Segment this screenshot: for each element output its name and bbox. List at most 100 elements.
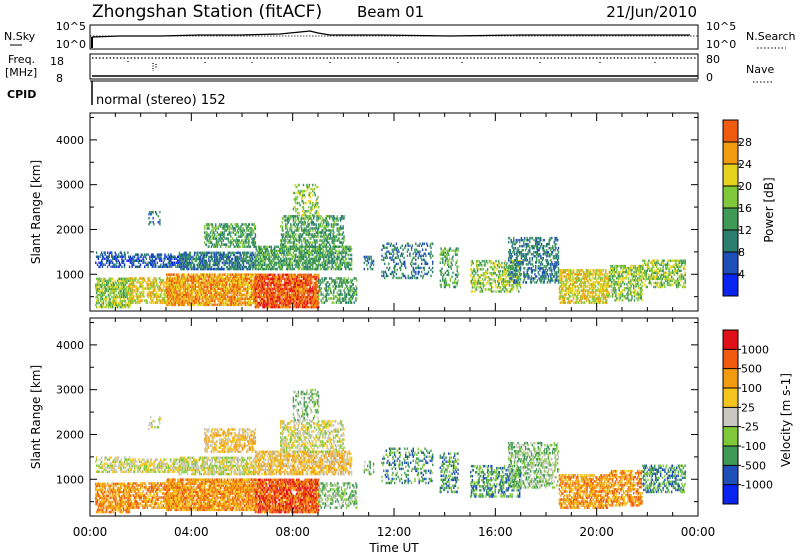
range-cell (238, 227, 240, 230)
range-cell (207, 283, 209, 286)
range-cell (182, 277, 185, 280)
range-cell (140, 291, 143, 294)
range-cell (252, 263, 254, 267)
range-cell (284, 305, 286, 309)
range-cell (107, 285, 110, 289)
range-cell (231, 257, 234, 261)
range-cell (291, 275, 294, 279)
range-cell (296, 259, 299, 263)
range-cell (112, 257, 114, 260)
range-cell (281, 275, 284, 279)
range-cell (294, 221, 296, 224)
range-cell (142, 261, 144, 264)
range-cell (263, 289, 265, 293)
range-cell (243, 287, 246, 290)
range-cell (149, 261, 151, 264)
range-cell (189, 293, 191, 296)
range-cell (318, 275, 320, 279)
range-cell (226, 285, 228, 288)
range-cell (298, 253, 300, 257)
range-cell (289, 241, 291, 244)
range-cell (295, 255, 297, 259)
range-cell (302, 297, 304, 301)
range-cell (170, 279, 172, 282)
range-cell (211, 225, 213, 228)
range-cell (254, 243, 257, 246)
range-cell (144, 287, 147, 290)
range-cell (279, 291, 281, 295)
range-cell (306, 225, 308, 228)
range-cell (184, 301, 186, 305)
range-cell (294, 217, 296, 220)
range-cell (108, 287, 110, 291)
range-cell (230, 267, 232, 271)
range-cell (287, 303, 289, 307)
range-cell (301, 275, 303, 279)
range-cell (99, 283, 101, 287)
range-cell (271, 289, 273, 293)
range-cell (199, 303, 202, 307)
range-cell (258, 277, 260, 281)
range-cell (279, 267, 281, 271)
range-cell (166, 287, 169, 290)
range-cell (246, 297, 248, 301)
range-cell (235, 299, 237, 303)
range-cell (232, 239, 235, 242)
range-cell (293, 249, 295, 253)
range-cell (112, 287, 115, 291)
range-cell (236, 299, 239, 303)
range-cell (250, 251, 252, 255)
range-cell (303, 227, 305, 230)
range-cell (318, 301, 320, 305)
range-cell (299, 287, 301, 291)
range-cell (240, 259, 242, 263)
range-cell (309, 287, 311, 291)
freq-panel: Freq. [MHz] 18 8 80 0 Nave (5, 53, 774, 85)
range-cell (280, 239, 282, 242)
range-cell (303, 261, 305, 265)
range-cell (276, 299, 278, 303)
range-cell (200, 303, 202, 307)
range-cell (258, 265, 260, 269)
range-cell (130, 257, 132, 260)
range-cell (215, 263, 217, 267)
range-cell (173, 291, 175, 294)
range-cell (219, 255, 221, 259)
range-cell (156, 255, 159, 258)
range-cell (204, 263, 207, 267)
range-cell (323, 257, 325, 261)
range-cell (317, 247, 319, 251)
range-cell (264, 293, 266, 297)
range-cell (285, 275, 288, 279)
range-cell (103, 281, 105, 285)
range-cell (185, 255, 187, 258)
range-cell (115, 259, 117, 262)
range-cell (214, 243, 216, 246)
range-cell (254, 253, 257, 257)
range-cell (175, 281, 177, 284)
range-cell (270, 301, 273, 305)
range-cell (307, 291, 310, 295)
range-cell (291, 275, 293, 279)
range-cell (205, 273, 208, 276)
range-cell (255, 295, 257, 299)
range-cell (204, 265, 207, 269)
range-cell (202, 265, 204, 269)
range-cell (220, 301, 223, 305)
range-cell (262, 275, 264, 279)
range-cell (196, 295, 198, 298)
range-cell (253, 225, 256, 228)
range-cell (177, 299, 180, 302)
range-cell (344, 263, 346, 267)
range-cell (128, 259, 130, 262)
range-cell (231, 263, 234, 267)
range-cell (123, 265, 126, 268)
range-cell (216, 281, 219, 284)
range-cell (255, 257, 257, 261)
range-cell (200, 279, 202, 282)
range-cell (291, 245, 293, 249)
range-cell (282, 239, 284, 242)
range-cell (199, 277, 202, 280)
range-cell (166, 281, 168, 284)
range-cell (107, 255, 110, 258)
